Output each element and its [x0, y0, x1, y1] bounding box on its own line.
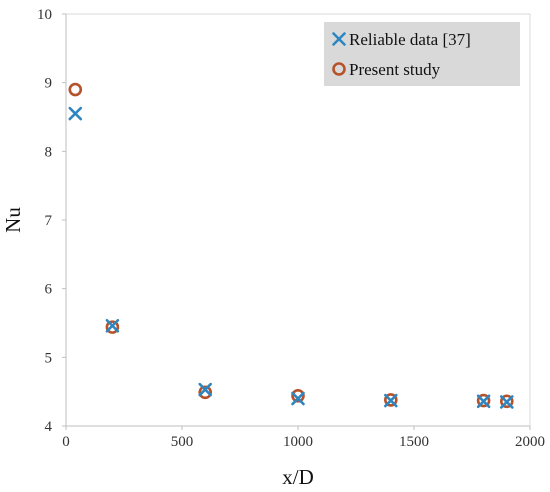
legend-box — [324, 22, 520, 86]
y-tick-label: 4 — [45, 419, 53, 435]
y-tick-label: 9 — [45, 76, 53, 92]
cross-point — [499, 395, 514, 409]
legend-circle-marker — [332, 62, 346, 76]
circle-point — [105, 320, 120, 334]
x-tick-label: 2000 — [515, 434, 545, 450]
y-tick-label: 5 — [45, 350, 53, 366]
circle-point — [291, 388, 305, 403]
x-axis-ticks: 0 500 1000 1500 2000 — [62, 426, 545, 450]
circle-point — [383, 393, 398, 407]
x-axis-title: x/D — [282, 465, 314, 489]
circle-point — [476, 393, 491, 408]
circle-point — [198, 385, 212, 400]
circle-point — [68, 82, 83, 97]
y-tick-label: 10 — [37, 7, 52, 23]
legend: Reliable data [37] Present study — [324, 22, 520, 86]
cross-point — [291, 391, 305, 406]
y-axis-title: Nu — [1, 207, 25, 233]
cross-point — [198, 382, 212, 397]
legend-label: Reliable data [37] — [349, 30, 471, 49]
x-tick-label: 0 — [62, 434, 70, 450]
data-marks — [68, 82, 514, 409]
y-axis-ticks: 4 5 6 7 8 9 10 — [37, 7, 66, 435]
cross-point — [68, 106, 83, 121]
legend-items: Reliable data [37] Present study — [332, 30, 471, 79]
y-tick-label: 8 — [45, 144, 53, 160]
cross-point — [476, 394, 491, 409]
y-tick-label: 6 — [45, 282, 53, 298]
cross-point — [383, 393, 398, 408]
x-tick-label: 500 — [171, 434, 194, 450]
x-tick-label: 1000 — [283, 434, 313, 450]
cross-point — [105, 318, 120, 333]
legend-cross-marker — [332, 32, 346, 46]
y-tick-label: 7 — [45, 213, 53, 229]
circle-point — [499, 394, 514, 409]
x-tick-label: 1500 — [399, 434, 429, 450]
legend-label: Present study — [349, 60, 441, 79]
